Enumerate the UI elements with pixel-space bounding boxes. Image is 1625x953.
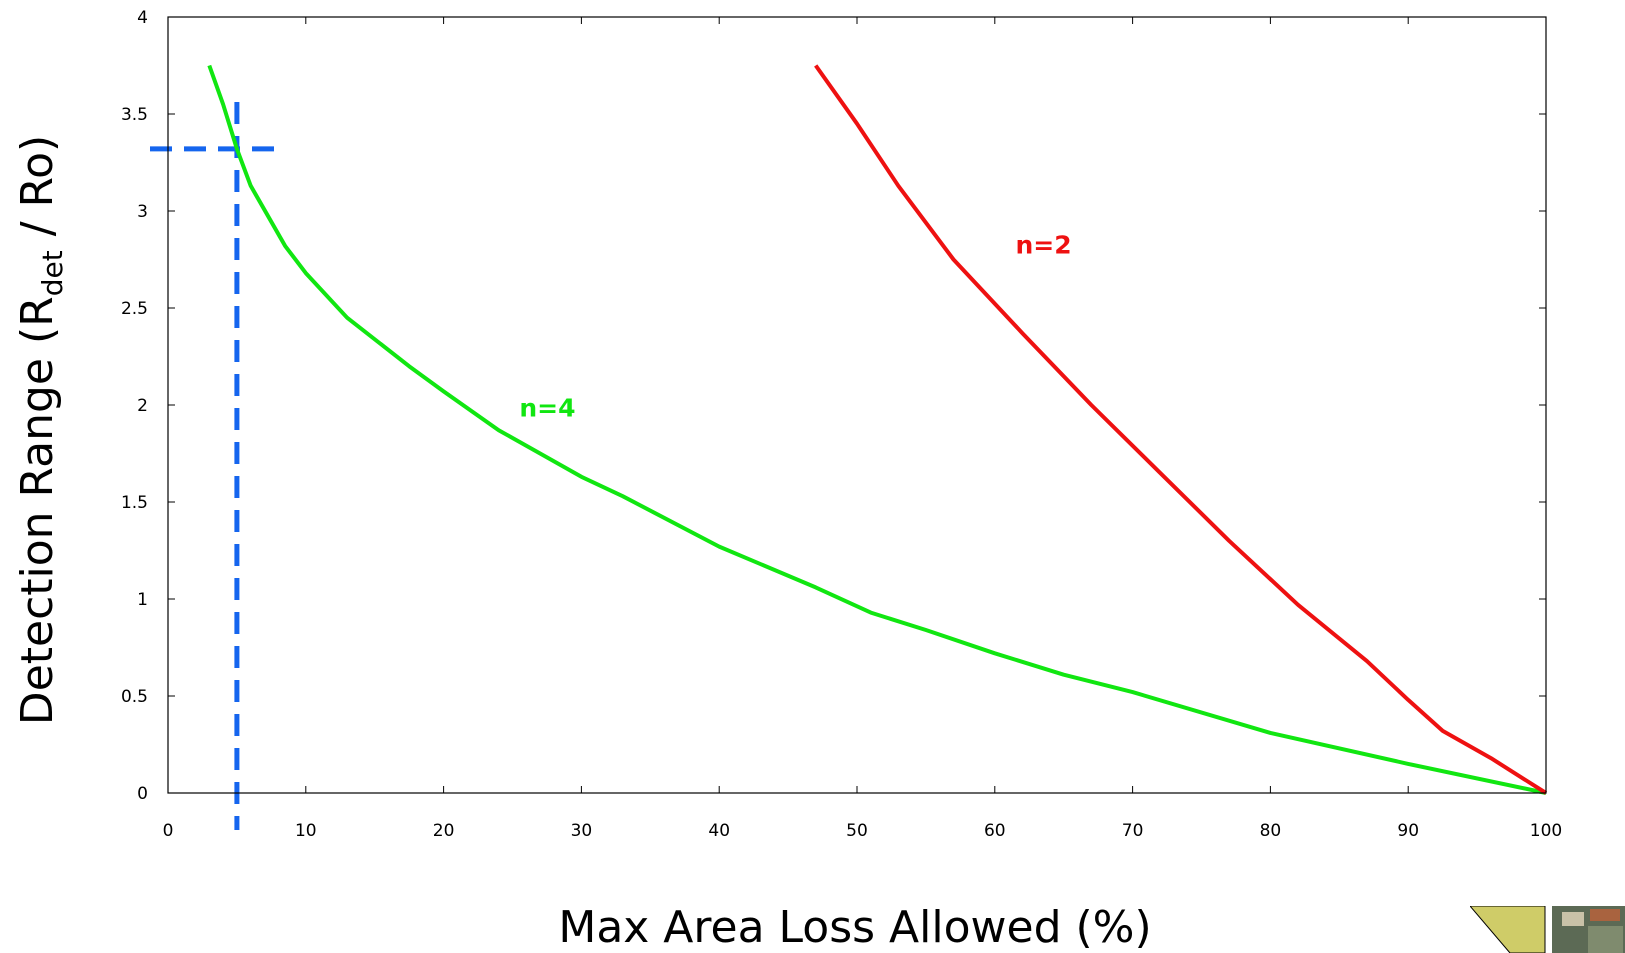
y-tick-label: 2 — [137, 396, 148, 416]
y-axis-title-subscript: det — [36, 250, 69, 296]
corner-logo-image — [1470, 906, 1625, 953]
x-tick-label: 70 — [1122, 821, 1144, 841]
x-axis-title: Max Area Loss Allowed (%) — [558, 902, 1151, 953]
x-tick-label: 90 — [1397, 821, 1419, 841]
y-axis-title: Detection Range (Rdet / Ro) — [12, 135, 69, 725]
y-tick-label: 1 — [137, 590, 148, 610]
series-layer — [207, 64, 1548, 795]
x-tick-label: 10 — [295, 821, 317, 841]
y-tick-label: 3.5 — [121, 105, 148, 125]
reference-lines — [150, 102, 280, 830]
x-tick-label: 60 — [984, 821, 1006, 841]
x-tick-label: 0 — [163, 821, 174, 841]
series-label-n2: n=2 — [1015, 231, 1071, 260]
x-tick-label: 20 — [433, 821, 455, 841]
tick-layer: 0 10 20 30 40 50 60 70 80 90 100 0 0.5 1 1.5 2 2.5 3 3.5 4 — [121, 8, 1562, 841]
x-tick-label: 30 — [571, 821, 593, 841]
y-tick-label: 3 — [137, 202, 148, 222]
y-tick-label: 2.5 — [121, 299, 148, 319]
x-tick-label: 80 — [1260, 821, 1282, 841]
series-label-layer: n=4 n=2 — [519, 231, 1071, 423]
series-line-n4 — [207, 64, 1547, 795]
x-tick-label: 100 — [1530, 821, 1562, 841]
series-label-n4: n=4 — [519, 394, 575, 423]
x-tick-label: 40 — [708, 821, 730, 841]
plot-frame — [167, 16, 1547, 794]
y-tick-label: 4 — [137, 8, 148, 28]
y-tick-label: 1.5 — [121, 493, 148, 513]
y-axis-title-suffix: / Ro) — [12, 135, 63, 250]
y-axis-title-prefix: Detection Range (R — [12, 296, 63, 725]
series-line-n2 — [814, 64, 1548, 795]
x-tick-label: 50 — [846, 821, 868, 841]
y-tick-label: 0 — [137, 784, 148, 804]
y-tick-label: 0.5 — [121, 687, 148, 707]
